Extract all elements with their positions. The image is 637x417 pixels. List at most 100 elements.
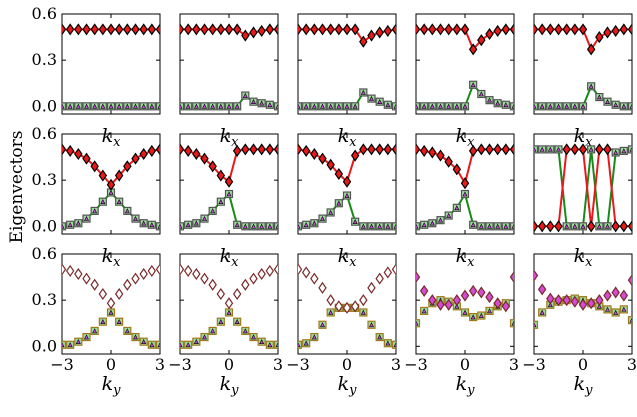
panel-r1-c2: kx: [179, 13, 279, 150]
data-point-triangle: [454, 205, 460, 211]
data-point-diamond: [90, 278, 99, 291]
data-point-triangle: [369, 322, 374, 328]
data-point-diamond: [257, 143, 266, 156]
data-point-triangle: [572, 223, 578, 229]
data-point-diamond: [570, 143, 580, 156]
x-tick-label: 3: [273, 355, 283, 374]
data-point-triangle: [556, 146, 561, 152]
data-point-triangle: [180, 342, 183, 348]
data-point-triangle: [588, 83, 594, 89]
data-point-triangle: [67, 222, 73, 228]
data-point-diamond: [208, 23, 217, 36]
data-point-diamond: [192, 23, 201, 36]
data-point-triangle: [446, 103, 452, 109]
data-point-triangle: [393, 342, 396, 348]
data-point-triangle: [108, 103, 114, 109]
data-point-diamond: [485, 143, 494, 156]
data-point-triangle: [385, 102, 391, 108]
data-point-diamond: [114, 23, 124, 36]
data-point-square: [298, 222, 303, 231]
data-point-diamond: [436, 298, 445, 311]
data-point-triangle: [67, 103, 73, 109]
data-point-triangle: [234, 319, 240, 324]
data-point-diamond: [537, 283, 547, 296]
data-point-square: [627, 102, 632, 111]
data-point-diamond: [367, 281, 376, 294]
data-point-triangle: [377, 99, 383, 104]
data-point-diamond: [273, 263, 278, 276]
data-point-triangle: [157, 103, 160, 109]
data-point-diamond: [123, 23, 132, 36]
x-axis-label: kx: [220, 125, 240, 150]
data-point-triangle: [462, 103, 468, 109]
data-point-square: [155, 102, 160, 111]
data-point-triangle: [580, 103, 586, 109]
panel-r3-c2: −3 0 3 ky: [168, 253, 283, 398]
data-point-triangle: [328, 103, 334, 109]
x-tick-label: 0: [224, 355, 234, 374]
data-point-diamond: [359, 294, 368, 307]
data-point-triangle: [157, 223, 160, 229]
data-point-diamond: [501, 300, 511, 313]
data-point-triangle: [141, 103, 147, 109]
data-point-triangle: [421, 222, 427, 228]
data-point-triangle: [311, 220, 317, 226]
data-point-diamond: [82, 152, 91, 165]
y-tick-label: 0.6: [32, 124, 57, 143]
data-point-diamond: [546, 23, 555, 36]
data-point-diamond: [192, 147, 201, 161]
data-point-triangle: [185, 103, 191, 109]
x-tick-label: −3: [522, 355, 546, 374]
data-point-triangle: [421, 308, 427, 314]
x-axis-label: kx: [102, 125, 122, 150]
data-point-triangle: [84, 215, 89, 221]
data-point-triangle: [556, 103, 561, 109]
data-point-triangle: [393, 103, 396, 109]
panel-r1-c3: kx: [297, 13, 397, 150]
data-point-square: [391, 222, 396, 231]
data-point-triangle: [303, 222, 309, 228]
data-point-triangle: [478, 223, 484, 229]
data-point-diamond: [65, 23, 75, 36]
data-point-triangle: [446, 212, 452, 218]
data-point-diamond: [298, 143, 303, 156]
data-point-diamond: [147, 264, 157, 277]
x-tick-label: 0: [578, 355, 588, 374]
panel-r3-c3: −3 0 3 ky: [286, 253, 401, 398]
data-point-diamond: [265, 23, 275, 36]
data-point-diamond: [82, 23, 91, 36]
y-tick-label: 0.3: [32, 50, 57, 69]
data-point-triangle: [275, 103, 278, 109]
data-point-triangle: [185, 222, 191, 228]
y-tick-label: 0.6: [32, 4, 57, 23]
data-point-triangle: [100, 319, 106, 324]
data-point-triangle: [298, 103, 301, 109]
panel-r3-c1: 0.0 0.3 0.6 −3 0 3 ky: [32, 244, 166, 398]
data-point-triangle: [511, 103, 514, 109]
x-axis-label: kx: [102, 245, 122, 270]
x-tick-label: 3: [627, 355, 637, 374]
data-point-diamond: [350, 149, 360, 162]
x-tick-label: −3: [404, 355, 428, 374]
data-point-diamond: [180, 263, 185, 276]
data-point-square: [534, 145, 539, 154]
data-point-triangle: [344, 192, 350, 198]
data-point-triangle: [108, 309, 114, 315]
data-point-diamond: [342, 23, 352, 36]
data-point-diamond: [265, 264, 275, 277]
data-point-triangle: [470, 222, 476, 228]
data-point-square: [509, 222, 514, 231]
y-tick-label: 0.3: [32, 290, 57, 309]
data-point-triangle: [62, 342, 65, 348]
data-point-diamond: [208, 278, 217, 291]
data-point-diamond: [586, 297, 596, 310]
data-point-diamond: [485, 27, 494, 41]
data-point-triangle: [629, 317, 632, 323]
data-point-diamond: [391, 23, 396, 36]
data-point-triangle: [259, 100, 265, 106]
data-point-triangle: [202, 334, 207, 340]
data-point-diamond: [216, 23, 226, 36]
data-point-diamond: [546, 220, 555, 233]
data-point-triangle: [133, 103, 138, 109]
data-point-diamond: [375, 26, 384, 39]
